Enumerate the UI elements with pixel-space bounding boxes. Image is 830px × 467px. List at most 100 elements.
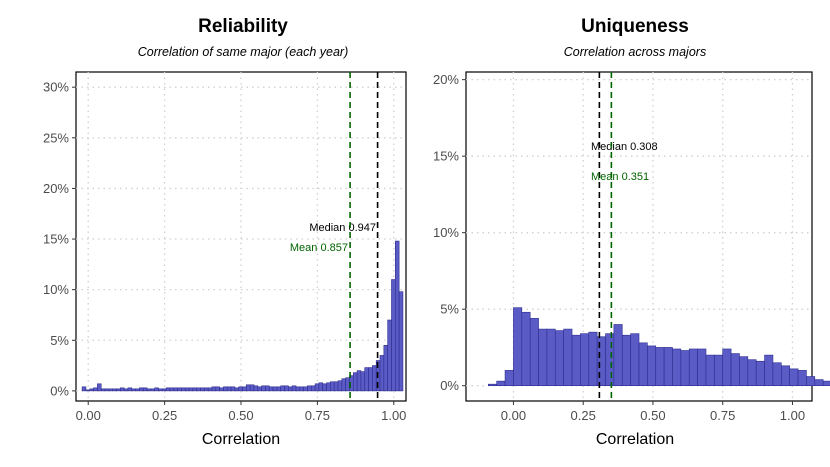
histogram-bar — [207, 387, 213, 392]
histogram-bar — [705, 354, 715, 386]
histogram-bar — [158, 388, 163, 392]
histogram-bar — [529, 318, 539, 386]
histogram-bar — [230, 386, 236, 392]
histogram-bar — [580, 333, 590, 386]
histogram-bar — [81, 386, 87, 392]
histogram-bar — [538, 328, 548, 386]
histogram-bar — [621, 334, 631, 386]
histogram-bar — [142, 387, 148, 392]
x-tick-label: 0.50 — [640, 408, 665, 423]
histogram-bar — [85, 389, 91, 392]
y-tick-label: 15% — [43, 232, 69, 247]
y-tick-label: 0% — [440, 378, 459, 393]
histogram-bar — [333, 381, 339, 392]
histogram-bar — [688, 348, 698, 386]
histogram-bar — [249, 384, 255, 392]
y-tick-label: 15% — [433, 149, 459, 164]
histogram-bar — [345, 377, 350, 392]
histogram-bar — [797, 370, 807, 386]
histogram-bar — [714, 354, 724, 386]
histogram-bar — [112, 388, 117, 392]
histogram-bar — [398, 291, 404, 392]
histogram-bar — [108, 388, 113, 392]
y-tick-label: 5% — [50, 333, 69, 348]
histogram-bar — [368, 367, 373, 392]
histogram-bar — [165, 387, 171, 392]
histogram-bar — [303, 386, 308, 392]
histogram-bar — [697, 348, 707, 386]
histogram-bar — [211, 386, 217, 392]
histogram-bar — [169, 387, 175, 392]
histogram-bar — [261, 385, 266, 392]
histogram-bar — [272, 386, 278, 392]
histogram-bar — [181, 387, 186, 392]
histogram-bar — [276, 386, 282, 392]
histogram-bar — [387, 319, 392, 392]
histogram-bar — [223, 386, 228, 392]
histogram-bar — [383, 345, 388, 392]
histogram-bar — [647, 345, 657, 386]
histogram-bar — [184, 387, 190, 392]
histogram-bar — [284, 385, 289, 392]
x-tick-label: 0.75 — [710, 408, 735, 423]
mean-annotation: Mean 0.351 — [591, 171, 649, 183]
histogram-bar — [116, 388, 121, 392]
histogram-bar — [546, 328, 556, 386]
histogram-bar — [554, 330, 564, 386]
mean-annotation: Mean 0.857 — [290, 242, 348, 254]
histogram-bar — [488, 383, 497, 386]
histogram-bar — [280, 385, 285, 392]
x-tick-label: 1.00 — [780, 408, 805, 423]
histogram-bar — [226, 386, 232, 392]
x-tick-label: 0.25 — [571, 408, 596, 423]
histogram-bar — [814, 379, 824, 386]
histogram-bar — [360, 371, 366, 392]
histogram-bar — [204, 387, 209, 392]
histogram-bar — [89, 388, 94, 392]
histogram-bar — [215, 386, 220, 392]
histogram-bar — [268, 386, 274, 392]
histogram-bar — [638, 342, 648, 386]
histogram-bar — [372, 365, 377, 392]
histogram-bar — [379, 355, 385, 392]
histogram-bar — [655, 347, 665, 386]
plot-frame — [465, 71, 813, 402]
histogram-bar — [563, 328, 573, 386]
x-tick-label: 0.75 — [305, 408, 330, 423]
histogram-bar — [391, 279, 396, 392]
histogram-bar — [257, 386, 262, 392]
histogram-bar — [200, 387, 205, 392]
y-tick-label: 10% — [433, 225, 459, 240]
histogram-bar — [97, 383, 102, 392]
histogram-bar — [395, 240, 400, 392]
x-tick-label: 1.00 — [381, 408, 406, 423]
histogram-bar — [104, 388, 110, 392]
histogram-bar — [123, 388, 129, 392]
histogram-bar — [93, 387, 98, 392]
panel-title: Uniqueness — [581, 16, 689, 37]
histogram-bar — [772, 362, 782, 386]
panel-subtitle: Correlation of same major (each year) — [138, 45, 349, 59]
histogram-bar — [822, 380, 830, 386]
y-tick-label: 20% — [433, 72, 459, 87]
histogram-bar — [127, 387, 133, 392]
y-tick-label: 0% — [50, 383, 69, 398]
histogram-bar — [310, 385, 316, 392]
histogram-bar — [613, 324, 623, 386]
panel-subtitle: Correlation across majors — [564, 45, 706, 59]
histogram-bar — [162, 388, 167, 392]
histogram-bar — [173, 387, 178, 392]
histogram-bar — [291, 385, 297, 392]
median-annotation: Median 0.308 — [591, 141, 658, 153]
histogram-bar — [192, 387, 197, 392]
median-annotation: Median 0.947 — [309, 222, 376, 234]
histogram-bar — [722, 348, 732, 386]
panel-title: Reliability — [198, 16, 288, 37]
histogram-bar — [295, 386, 301, 392]
histogram-bar — [330, 381, 335, 392]
histogram-bar — [219, 387, 224, 392]
histogram-bar — [154, 387, 159, 392]
histogram-bar — [605, 333, 615, 386]
histogram-bar — [177, 387, 182, 392]
